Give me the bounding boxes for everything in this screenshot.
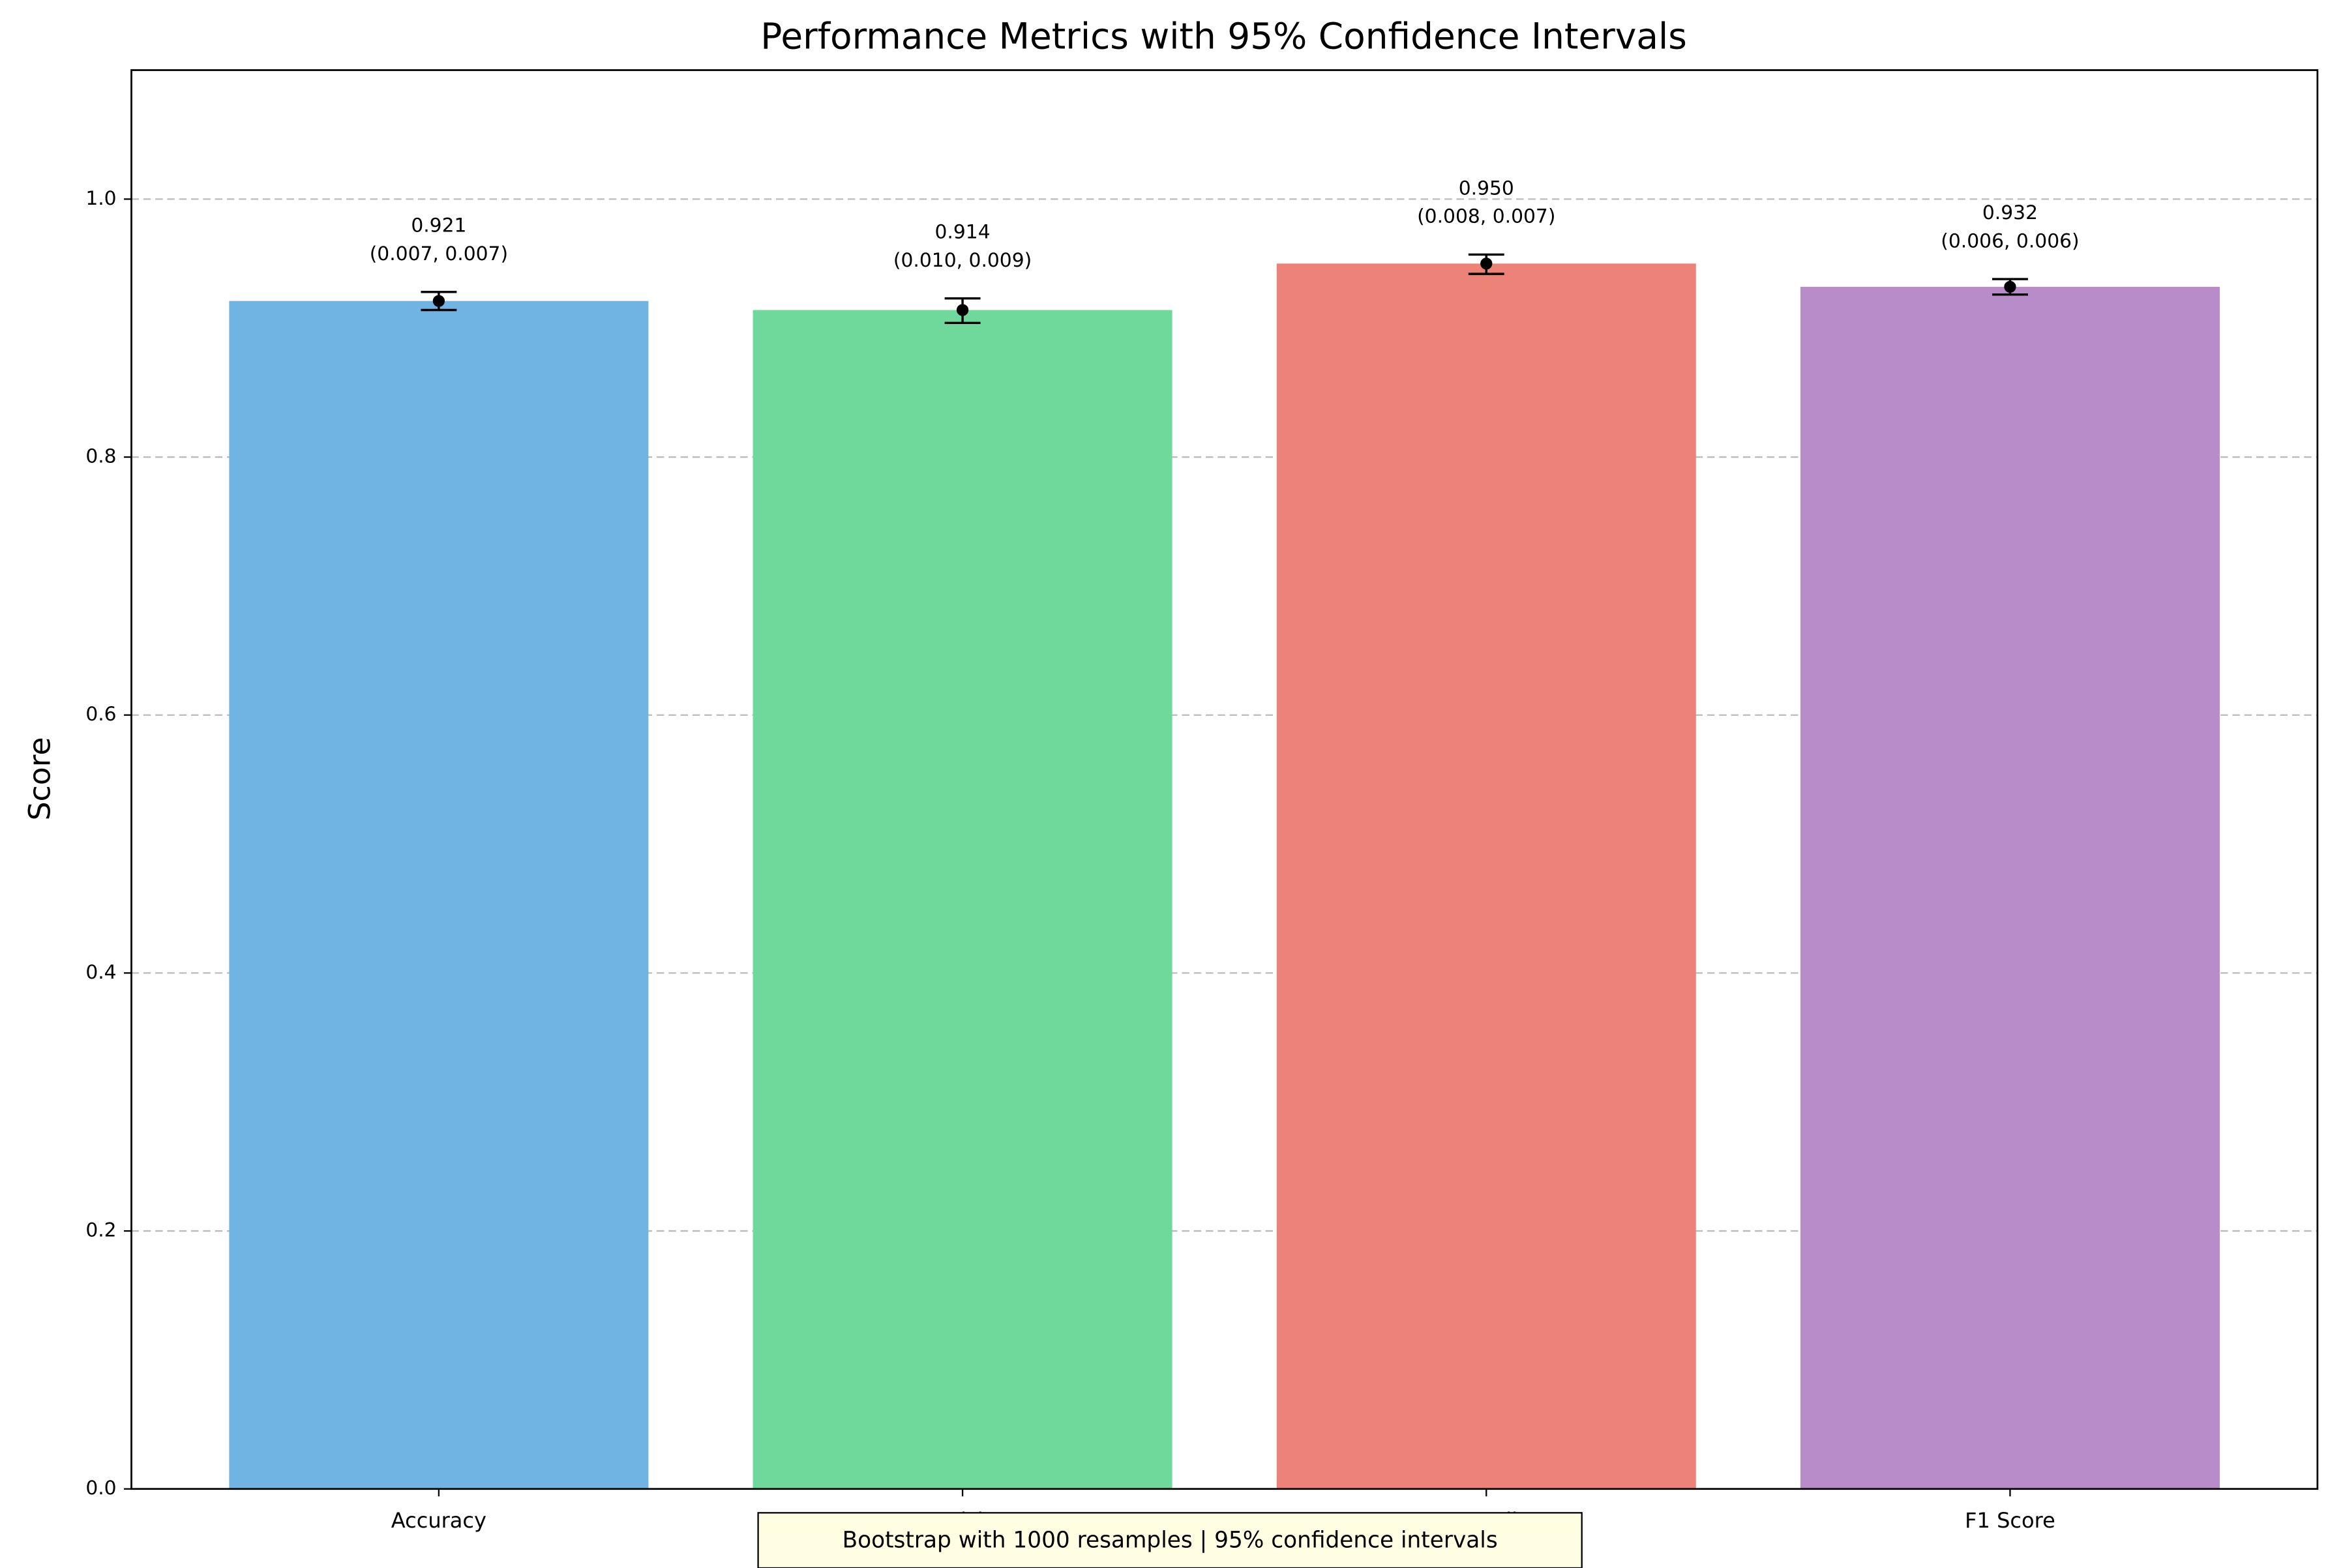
bar <box>1276 263 1696 1489</box>
error-label: (0.007, 0.007) <box>370 243 508 265</box>
y-tick-label: 0.2 <box>85 1219 116 1242</box>
point-marker <box>432 295 445 307</box>
y-tick-label: 0.8 <box>85 445 116 468</box>
point-marker <box>1480 258 1493 270</box>
value-label: 0.932 <box>1982 201 2038 224</box>
error-label: (0.010, 0.009) <box>893 249 1032 272</box>
y-tick-label: 1.0 <box>85 187 116 210</box>
error-label: (0.006, 0.006) <box>1941 229 2079 252</box>
y-tick-label: 0.0 <box>85 1477 116 1500</box>
x-tick-label: Accuracy <box>391 1508 486 1533</box>
y-tick-label: 0.6 <box>85 703 116 726</box>
value-label: 0.950 <box>1459 177 1514 200</box>
y-tick-label: 0.4 <box>85 961 116 984</box>
bar <box>753 310 1172 1489</box>
error-label: (0.008, 0.007) <box>1417 205 1555 228</box>
chart-title: Performance Metrics with 95% Confidence … <box>760 16 1687 57</box>
bar <box>1800 286 2220 1489</box>
value-label: 0.914 <box>935 221 991 244</box>
point-marker <box>956 304 969 316</box>
bar <box>229 301 649 1489</box>
annotation: Bootstrap with 1000 resamples | 95% conf… <box>843 1527 1498 1553</box>
axes-frame <box>130 69 2319 1490</box>
x-tick-label: F1 Score <box>1965 1508 2055 1533</box>
y-axis-label: Score <box>23 737 57 820</box>
annotation-box <box>757 1512 1583 1568</box>
point-marker <box>2004 280 2016 293</box>
value-label: 0.921 <box>411 214 466 237</box>
